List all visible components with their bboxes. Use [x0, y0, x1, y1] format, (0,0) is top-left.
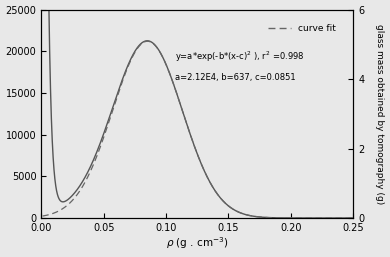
Legend: curve fit: curve fit [264, 20, 339, 36]
Y-axis label: glass mass obtained by tomography (g): glass mass obtained by tomography (g) [376, 24, 385, 204]
Text: y=a*exp(-b*(x-c)$^2$ ), r$^2$ =0.998: y=a*exp(-b*(x-c)$^2$ ), r$^2$ =0.998 [176, 49, 305, 63]
Text: a=2.12E4, b=637, c=0.0851: a=2.12E4, b=637, c=0.0851 [176, 74, 296, 82]
X-axis label: $\rho$ (g . cm$^{-3}$): $\rho$ (g . cm$^{-3}$) [166, 236, 229, 251]
